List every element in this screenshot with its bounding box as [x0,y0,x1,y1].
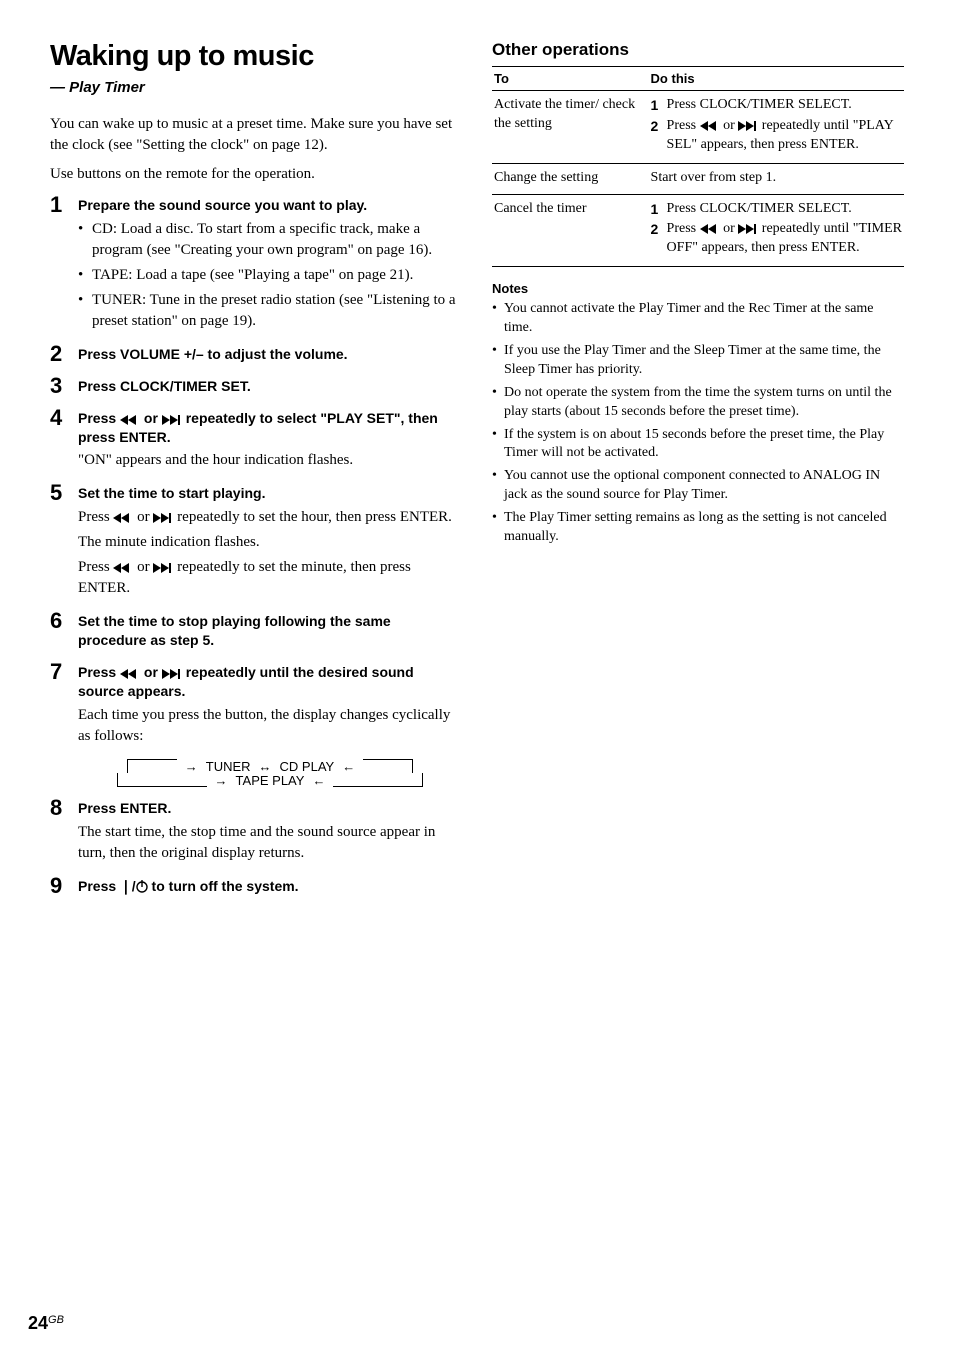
table-cell-do: 1Press CLOCK/TIMER SELECT. 2Press or rep… [649,194,904,267]
table-cell-to: Activate the timer/ check the setting [492,91,649,164]
step-number: 7 [50,660,78,751]
step-4: 4 Press or repeatedly to select "PLAY SE… [50,406,462,476]
table-cell-to: Change the setting [492,163,649,194]
note-item: •Do not operate the system from the time… [492,384,904,422]
arrow-right-icon: → [215,773,228,788]
step-body-text: "ON" appears and the hour indication fla… [78,450,462,471]
table-row: Change the setting Start over from step … [492,163,904,194]
subtitle: — Play Timer [50,79,462,96]
bullet: •TUNER: Tune in the preset radio station… [78,290,462,332]
step-title: Prepare the sound source you want to pla… [78,196,462,215]
note-item: •The Play Timer setting remains as long … [492,509,904,547]
next-track-icon [153,513,173,523]
step-title: Press ENTER. [78,799,462,818]
step-number: 5 [50,481,78,603]
table-cell-do: Start over from step 1. [649,163,904,194]
doublearrow-icon: ↔ [259,759,272,774]
step-title: Press CLOCK/TIMER SET. [78,377,462,396]
step-3: 3 Press CLOCK/TIMER SET. [50,374,462,400]
prev-track-icon [700,224,720,234]
table-head-to: To [492,67,649,91]
step-number: 3 [50,374,78,400]
step-6: 6 Set the time to stop playing following… [50,609,462,654]
next-track-icon [738,121,758,131]
step-title: Set the time to start playing. [78,484,462,503]
table-row: Activate the timer/ check the setting 1P… [492,91,904,164]
page-number: 24GB [28,1313,64,1334]
intro-2: Use buttons on the remote for the operat… [50,164,462,185]
table-head-do: Do this [649,67,904,91]
bullet: •CD: Load a disc. To start from a specif… [78,219,462,261]
page-title: Waking up to music [50,40,462,73]
operations-table: To Do this Activate the timer/ check the… [492,66,904,267]
prev-track-icon [113,513,133,523]
step-number: 9 [50,874,78,900]
step-number: 1 [50,193,78,336]
step-1: 1 Prepare the sound source you want to p… [50,193,462,336]
prev-track-icon [700,121,720,131]
step-title: Set the time to stop playing following t… [78,612,462,650]
notes-heading: Notes [492,281,904,296]
next-track-icon [738,224,758,234]
next-track-icon [162,415,182,425]
note-item: •If the system is on about 15 seconds be… [492,426,904,464]
table-cell-to: Cancel the timer [492,194,649,267]
step-title: Press VOLUME +/– to adjust the volume. [78,345,462,364]
power-icon [136,880,148,893]
step-body-text: Press or repeatedly to set the hour, the… [78,507,462,528]
arrow-left-icon: ← [312,773,325,788]
table-cell-do: 1Press CLOCK/TIMER SELECT. 2Press or rep… [649,91,904,164]
prev-track-icon [113,563,133,573]
notes-list: •You cannot activate the Play Timer and … [492,300,904,547]
section-heading: Other operations [492,40,904,60]
note-item: •You cannot use the optional component c… [492,467,904,505]
bullet: •TAPE: Load a tape (see "Playing a tape"… [78,265,462,286]
step-number: 4 [50,406,78,476]
step-title: Press or repeatedly until the desired so… [78,663,462,701]
step-title: Press ❘/ to turn off the system. [78,877,462,896]
next-track-icon [162,669,182,679]
flow-diagram: → TUNER ↔ CD PLAY ← → TAPE PLAY ← [78,759,462,788]
step-body-text: Press or repeatedly to set the minute, t… [78,557,462,599]
step-title: Press or repeatedly to select "PLAY SET"… [78,409,462,447]
note-item: •If you use the Play Timer and the Sleep… [492,342,904,380]
step-number: 8 [50,796,78,868]
note-item: •You cannot activate the Play Timer and … [492,300,904,338]
flow-label: TUNER [206,759,251,774]
intro-1: You can wake up to music at a preset tim… [50,114,462,156]
step-number: 6 [50,609,78,654]
step-number: 2 [50,342,78,368]
step-7: 7 Press or repeatedly until the desired … [50,660,462,751]
arrow-left-icon: ← [342,759,355,774]
prev-track-icon [120,415,140,425]
flow-label: TAPE PLAY [236,773,305,788]
step-2: 2 Press VOLUME +/– to adjust the volume. [50,342,462,368]
step-5: 5 Set the time to start playing. Press o… [50,481,462,603]
arrow-right-icon: → [185,759,198,774]
step-8: 8 Press ENTER. The start time, the stop … [50,796,462,868]
step-body-text: The start time, the stop time and the so… [78,822,462,864]
next-track-icon [153,563,173,573]
step-body-text: The minute indication flashes. [78,532,462,553]
step-9: 9 Press ❘/ to turn off the system. [50,874,462,900]
step-body-text: Each time you press the button, the disp… [78,705,462,747]
flow-label: CD PLAY [280,759,335,774]
table-row: Cancel the timer 1Press CLOCK/TIMER SELE… [492,194,904,267]
prev-track-icon [120,669,140,679]
